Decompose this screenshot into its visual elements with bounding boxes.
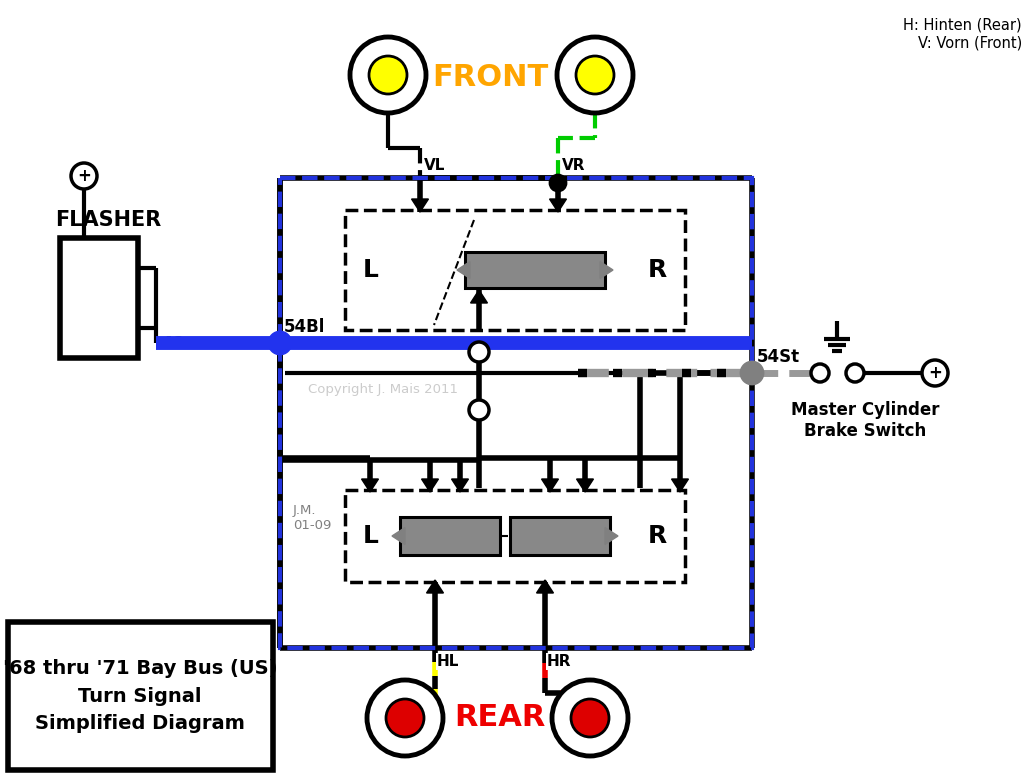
Text: VL: VL <box>424 158 445 173</box>
Text: REAR: REAR <box>454 704 546 733</box>
Polygon shape <box>605 528 618 545</box>
Circle shape <box>552 680 628 756</box>
Bar <box>400 517 500 555</box>
Circle shape <box>350 37 426 113</box>
Text: FRONT: FRONT <box>432 63 548 92</box>
Text: 54Bl: 54Bl <box>284 318 326 336</box>
Bar <box>510 517 610 555</box>
Polygon shape <box>671 479 689 492</box>
Circle shape <box>922 360 948 386</box>
Polygon shape <box>471 290 487 303</box>
Polygon shape <box>600 262 613 279</box>
Polygon shape <box>542 479 558 492</box>
Circle shape <box>469 342 489 362</box>
Text: +: + <box>928 364 942 382</box>
Text: H: Hinten (Rear)
V: Vorn (Front): H: Hinten (Rear) V: Vorn (Front) <box>904 18 1022 50</box>
Circle shape <box>71 163 97 189</box>
Text: 54St: 54St <box>757 348 800 366</box>
Polygon shape <box>421 479 439 492</box>
Text: '68 thru '71 Bay Bus (US)
Turn Signal
Simplified Diagram: '68 thru '71 Bay Bus (US) Turn Signal Si… <box>3 660 278 733</box>
Text: R: R <box>648 258 667 282</box>
Polygon shape <box>457 262 470 279</box>
Text: Copyright J. Mais 2011: Copyright J. Mais 2011 <box>308 383 458 397</box>
Bar <box>465 252 605 288</box>
Text: 49a: 49a <box>160 334 197 352</box>
Polygon shape <box>537 580 553 593</box>
Circle shape <box>550 175 566 191</box>
Polygon shape <box>577 479 593 492</box>
Circle shape <box>571 699 609 737</box>
Polygon shape <box>362 479 378 492</box>
Polygon shape <box>411 199 429 212</box>
Circle shape <box>846 364 864 382</box>
Text: L: L <box>363 524 379 548</box>
Polygon shape <box>451 479 469 492</box>
Text: FLASHER: FLASHER <box>56 210 161 230</box>
Bar <box>8 622 273 770</box>
Circle shape <box>811 364 829 382</box>
Text: R: R <box>648 524 667 548</box>
Polygon shape <box>427 580 443 593</box>
Circle shape <box>576 56 614 94</box>
Text: HR: HR <box>547 654 572 669</box>
Circle shape <box>386 699 424 737</box>
Bar <box>60 238 138 358</box>
Circle shape <box>557 37 633 113</box>
Polygon shape <box>550 199 566 212</box>
Circle shape <box>469 400 489 420</box>
Text: +: + <box>77 167 90 185</box>
Circle shape <box>741 362 763 384</box>
Text: VR: VR <box>562 158 586 173</box>
Circle shape <box>369 56 407 94</box>
Circle shape <box>269 332 291 354</box>
Text: J.M.
01-09: J.M. 01-09 <box>293 504 331 532</box>
Text: HL: HL <box>437 654 460 669</box>
Circle shape <box>367 680 443 756</box>
Text: L: L <box>363 258 379 282</box>
Polygon shape <box>392 528 405 545</box>
Text: Master Cylinder
Brake Switch: Master Cylinder Brake Switch <box>791 401 940 440</box>
